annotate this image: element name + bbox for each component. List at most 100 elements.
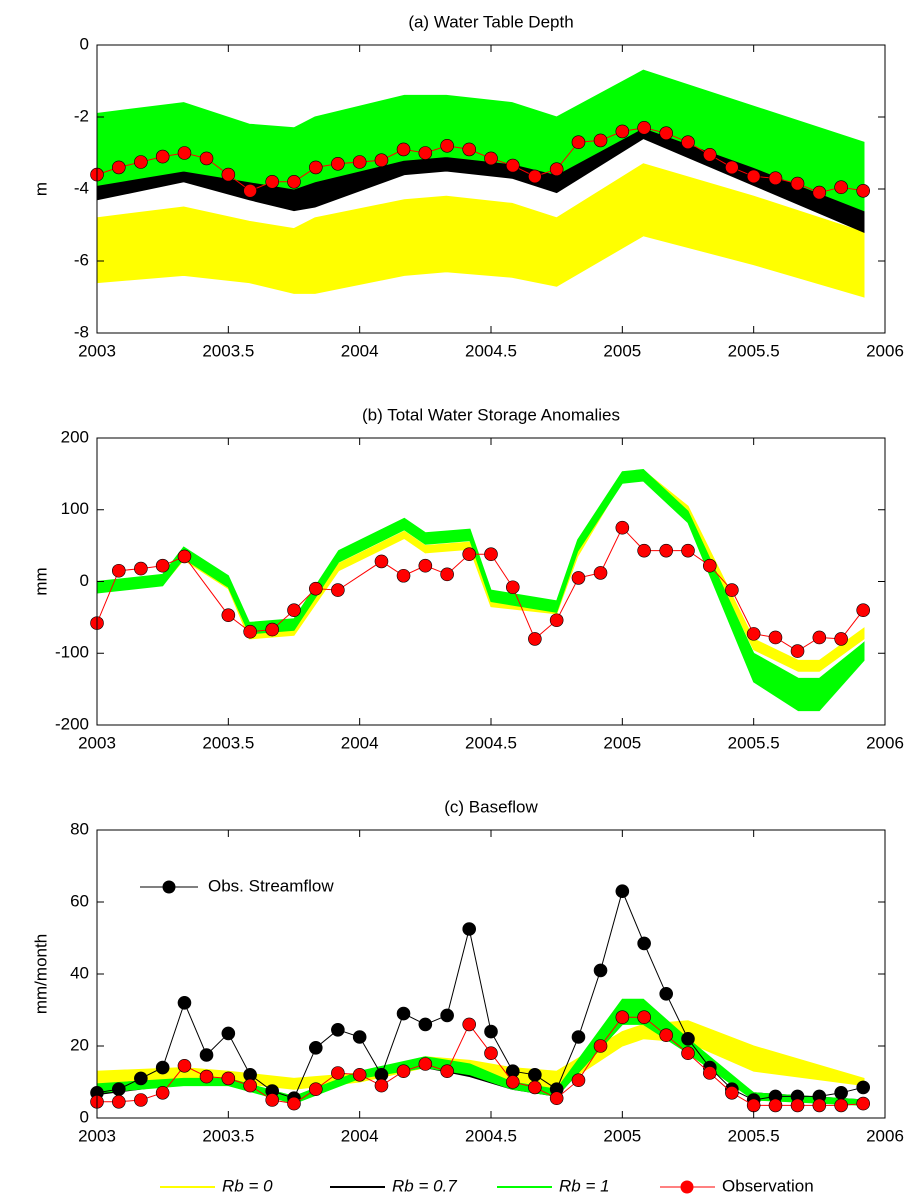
- x-tick-label: 2004.5: [465, 733, 517, 752]
- y-tick-label: 200: [61, 427, 89, 446]
- x-tick-label: 2004: [341, 1126, 379, 1145]
- point: [155, 558, 170, 573]
- point: [309, 160, 323, 175]
- point: [287, 603, 301, 618]
- point: [549, 613, 564, 628]
- point: [637, 936, 651, 951]
- x-tick-label: 2006: [866, 341, 904, 360]
- point: [681, 543, 695, 558]
- point: [834, 632, 848, 646]
- point: [265, 622, 279, 637]
- point: [396, 1064, 411, 1078]
- y-axis-label: m: [31, 182, 50, 196]
- point: [418, 1057, 433, 1071]
- point: [418, 146, 433, 160]
- chart-title: (b) Total Water Storage Anomalies: [362, 405, 620, 424]
- point: [790, 644, 805, 658]
- point: [637, 543, 651, 558]
- point: [637, 121, 651, 135]
- point: [856, 1080, 870, 1095]
- y-tick-label: -200: [55, 714, 89, 733]
- point: [112, 1095, 126, 1109]
- y-tick-label: -6: [74, 250, 89, 269]
- point: [637, 1010, 651, 1025]
- point: [440, 1064, 454, 1078]
- point: [768, 171, 783, 185]
- point: [834, 1086, 848, 1100]
- point: [440, 139, 454, 153]
- point: [725, 583, 739, 597]
- point: [177, 1059, 192, 1073]
- legend-label: Rb = 1: [559, 1176, 610, 1195]
- point: [812, 630, 827, 645]
- y-tick-label: -100: [55, 643, 89, 662]
- point: [681, 135, 695, 149]
- point: [287, 1096, 301, 1111]
- point: [812, 185, 827, 200]
- point: [746, 169, 761, 184]
- point: [615, 884, 630, 899]
- series-line: [96, 526, 864, 652]
- point: [243, 184, 257, 198]
- point: [462, 1017, 476, 1032]
- point: [134, 1071, 148, 1086]
- x-tick-label: 2005: [603, 341, 641, 360]
- point: [418, 558, 433, 573]
- y-tick-label: -2: [74, 106, 89, 125]
- point: [856, 184, 870, 198]
- point: [615, 1010, 630, 1025]
- x-tick-label: 2005.5: [728, 341, 780, 360]
- point: [484, 1046, 498, 1060]
- point: [134, 1093, 148, 1107]
- x-tick-label: 2003.5: [202, 341, 254, 360]
- point: [243, 624, 257, 639]
- point: [462, 142, 476, 157]
- legend-marker: [680, 1180, 694, 1194]
- point: [155, 1060, 170, 1075]
- x-tick-label: 2003: [78, 733, 116, 752]
- point: [177, 146, 192, 160]
- point: [615, 520, 630, 535]
- point: [155, 1086, 170, 1100]
- x-tick-label: 2006: [866, 1126, 904, 1145]
- point: [396, 1006, 411, 1021]
- point: [506, 580, 520, 595]
- point: [134, 155, 148, 169]
- point: [506, 1075, 520, 1089]
- x-tick-label: 2005: [603, 1126, 641, 1145]
- point: [199, 151, 214, 166]
- point: [112, 160, 126, 175]
- point: [374, 1078, 389, 1093]
- point: [571, 571, 586, 585]
- point: [615, 124, 630, 139]
- point: [528, 1068, 542, 1082]
- x-tick-label: 2006: [866, 733, 904, 752]
- point: [199, 1069, 214, 1084]
- point: [725, 160, 739, 175]
- point: [331, 583, 345, 597]
- point: [221, 608, 236, 623]
- point: [177, 549, 192, 564]
- y-tick-label: -4: [74, 178, 89, 197]
- point: [309, 581, 323, 596]
- point: [352, 1030, 367, 1044]
- point: [396, 142, 411, 157]
- point: [746, 627, 761, 641]
- point: [659, 986, 673, 1001]
- y-axis-label: mm/month: [31, 934, 50, 1014]
- x-tick-label: 2005.5: [728, 733, 780, 752]
- point: [484, 151, 498, 166]
- point: [571, 1030, 586, 1044]
- x-tick-label: 2003: [78, 1126, 116, 1145]
- point: [659, 126, 673, 140]
- ensemble-band: [96, 69, 865, 212]
- point: [418, 1017, 433, 1032]
- point: [352, 155, 367, 169]
- legend-label: Obs. Streamflow: [208, 876, 334, 895]
- point: [681, 1032, 695, 1046]
- y-tick-label: 40: [70, 963, 89, 982]
- y-tick-label: 0: [80, 571, 89, 590]
- point: [703, 558, 717, 573]
- point: [790, 1098, 805, 1113]
